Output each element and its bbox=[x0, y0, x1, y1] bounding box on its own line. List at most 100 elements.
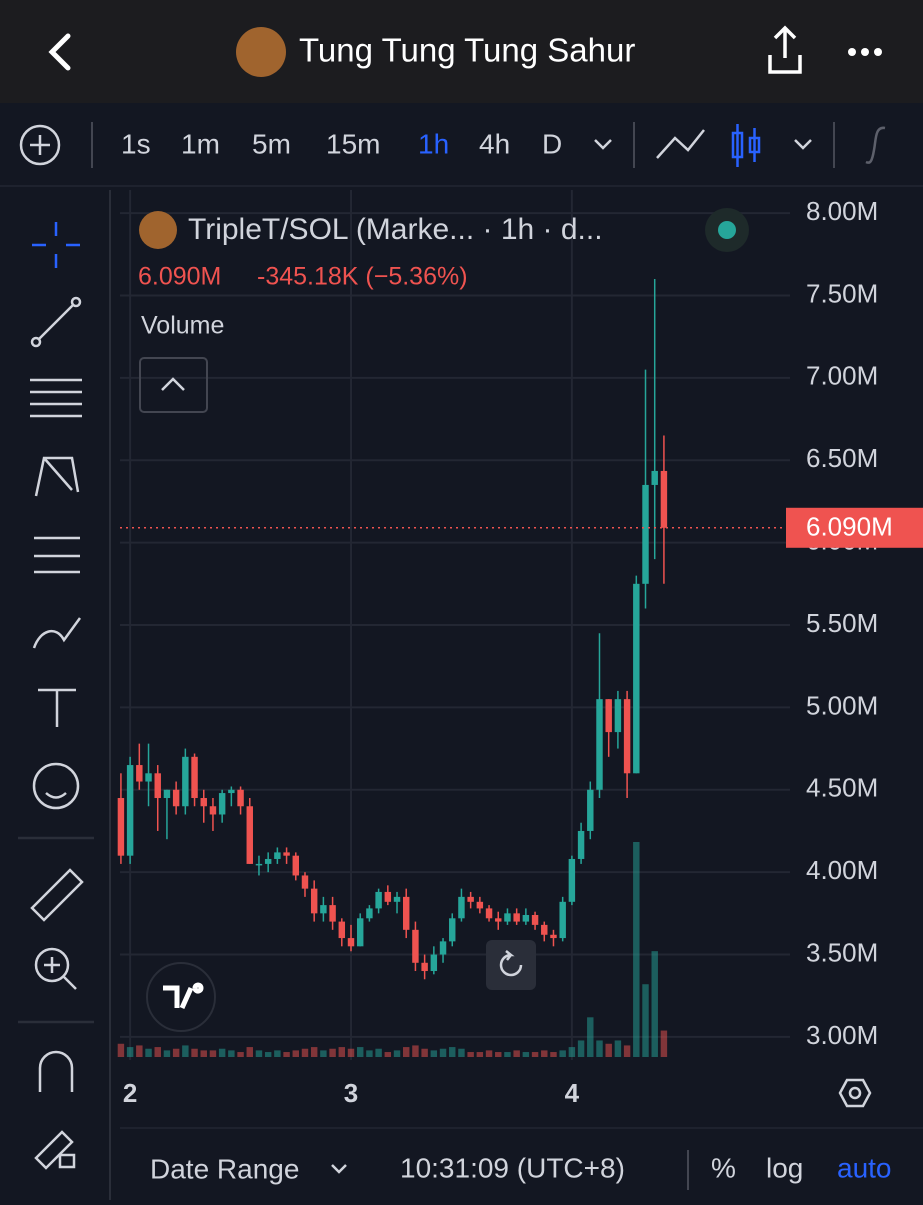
drawing-tools[interactable] bbox=[18, 222, 94, 1170]
collapse-button[interactable] bbox=[139, 357, 208, 413]
tv-logo-mark bbox=[163, 982, 204, 1010]
volume-bar bbox=[237, 1052, 244, 1057]
volume-bar bbox=[375, 1048, 382, 1057]
settings-button[interactable] bbox=[838, 1078, 872, 1108]
x-tick-label: 4 bbox=[565, 1078, 580, 1108]
volume-bar bbox=[228, 1050, 235, 1057]
candle-body bbox=[587, 789, 594, 831]
add-indicator[interactable] bbox=[19, 124, 61, 166]
candle-body bbox=[200, 798, 207, 807]
y-tick-label: 7.00M bbox=[806, 361, 878, 391]
line-chart-button[interactable] bbox=[656, 129, 705, 159]
volume-bar bbox=[660, 1030, 668, 1057]
interval-button[interactable]: 1m bbox=[181, 128, 220, 159]
candle-body bbox=[421, 962, 428, 972]
volume-bar bbox=[504, 1052, 511, 1057]
interval-button[interactable]: D bbox=[542, 128, 562, 159]
volume-bar bbox=[559, 1050, 566, 1057]
interval-button[interactable]: 1h bbox=[418, 128, 449, 159]
indicators-button[interactable] bbox=[865, 126, 886, 164]
interval-button[interactable]: 5m bbox=[252, 128, 291, 159]
legend-avatar bbox=[139, 211, 177, 249]
y-tick-label: 8.00M bbox=[806, 196, 878, 226]
log-toggle[interactable]: log bbox=[766, 1152, 803, 1183]
volume-bar bbox=[513, 1050, 520, 1057]
settings-icon bbox=[848, 1086, 862, 1100]
volume-bar bbox=[605, 1043, 612, 1057]
volume-bar bbox=[347, 1048, 355, 1057]
candle-body bbox=[412, 929, 419, 963]
volume-bar bbox=[246, 1047, 253, 1057]
volume-bar bbox=[651, 951, 658, 1057]
chart-type-dropdown[interactable] bbox=[794, 139, 812, 150]
legend-change: -345.18K (−5.36%) bbox=[257, 263, 468, 291]
candle-body bbox=[623, 699, 631, 774]
candle-body bbox=[467, 896, 474, 902]
candle-body bbox=[660, 470, 668, 528]
candle-body bbox=[375, 891, 382, 909]
candle-body bbox=[274, 852, 281, 859]
volume-bar bbox=[264, 1052, 272, 1057]
volume-bar bbox=[117, 1043, 125, 1057]
volume-bar bbox=[172, 1048, 180, 1057]
candle-body bbox=[531, 915, 539, 925]
candle-chart-button[interactable] bbox=[731, 124, 761, 167]
more-button[interactable] bbox=[848, 48, 882, 56]
volume-bar bbox=[485, 1050, 493, 1057]
interval-dropdown[interactable] bbox=[594, 139, 612, 150]
candle-body bbox=[366, 908, 373, 919]
volume-bar bbox=[495, 1052, 502, 1057]
candle-body bbox=[154, 773, 161, 799]
page-title: Tung Tung Tung Sahur bbox=[299, 32, 635, 69]
auto-toggle[interactable]: auto bbox=[837, 1152, 892, 1183]
candle-body bbox=[458, 896, 465, 919]
y-tick-label: 4.50M bbox=[806, 773, 878, 803]
reset-button[interactable] bbox=[486, 940, 536, 990]
candle-body bbox=[393, 896, 401, 902]
y-tick-label: 3.00M bbox=[806, 1020, 878, 1050]
volume-bar bbox=[366, 1050, 373, 1057]
volume-bar bbox=[531, 1052, 539, 1057]
candle-body bbox=[642, 484, 649, 584]
back-button[interactable] bbox=[48, 33, 71, 71]
interval-button[interactable]: 1s bbox=[121, 128, 151, 159]
interval-button[interactable]: 4h bbox=[479, 128, 510, 159]
candle-body bbox=[228, 789, 235, 794]
candle-body bbox=[522, 915, 530, 922]
reset-icon bbox=[499, 950, 523, 977]
candle-body bbox=[182, 756, 189, 807]
percent-toggle[interactable]: % bbox=[711, 1152, 736, 1183]
volume-bar bbox=[541, 1050, 548, 1057]
volume-bar bbox=[421, 1048, 428, 1057]
volume-bar bbox=[439, 1048, 447, 1057]
volume-bar bbox=[209, 1050, 217, 1057]
y-tick-label: 4.00M bbox=[806, 855, 878, 885]
volume-bar bbox=[255, 1050, 263, 1057]
volume-bar bbox=[329, 1048, 336, 1057]
y-tick-label: 5.50M bbox=[806, 608, 878, 638]
interval-button[interactable]: 15m bbox=[326, 128, 380, 159]
volume-bar bbox=[458, 1048, 465, 1057]
volume-bar bbox=[384, 1052, 392, 1057]
volume-bar bbox=[356, 1047, 364, 1057]
candle-body bbox=[430, 954, 438, 972]
share-button[interactable] bbox=[768, 25, 802, 74]
date-range-button[interactable]: Date Range bbox=[150, 1153, 299, 1184]
candle-body bbox=[320, 905, 327, 914]
candle-body bbox=[117, 798, 125, 856]
volume-bar bbox=[412, 1045, 419, 1057]
candle-body bbox=[329, 905, 336, 922]
volume-bar bbox=[568, 1047, 576, 1057]
legend-price: 6.090M bbox=[138, 263, 221, 291]
volume-bar bbox=[642, 984, 649, 1057]
volume-bar bbox=[614, 1040, 622, 1057]
candle-body bbox=[568, 858, 576, 902]
volume-bar bbox=[320, 1050, 327, 1057]
candle-body bbox=[145, 773, 152, 782]
candle-body bbox=[301, 875, 309, 889]
candle-body bbox=[283, 852, 290, 856]
candle-body bbox=[356, 918, 364, 947]
token-avatar bbox=[236, 27, 286, 77]
